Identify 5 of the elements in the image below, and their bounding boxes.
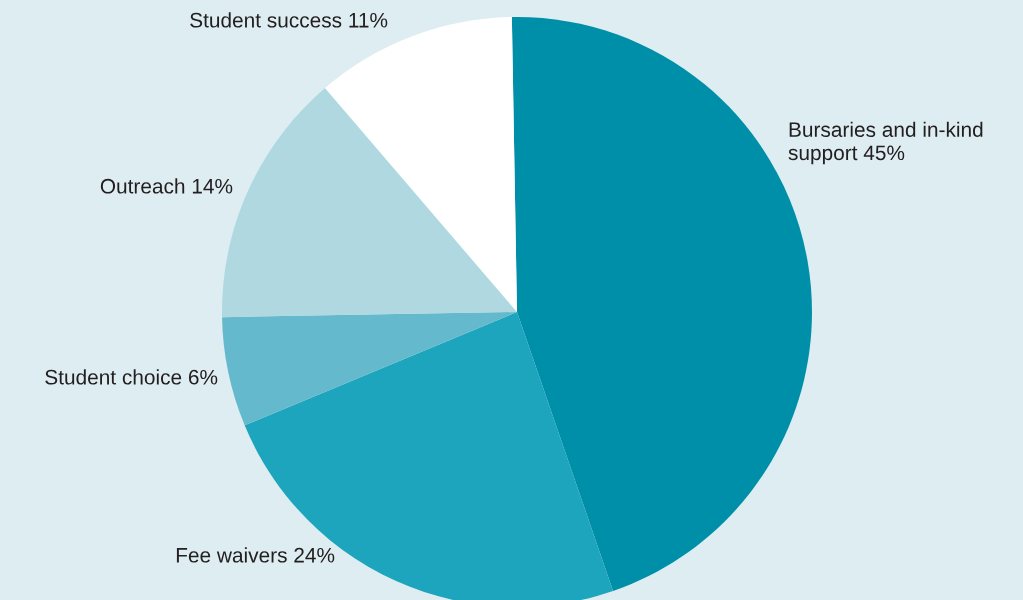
slice-label: Student success 11%: [190, 12, 388, 28]
slice-label: Outreach 14%: [100, 178, 233, 194]
slice-label: Bursaries and in-kind support 45%: [788, 121, 983, 165]
slice-label: Student choice 6%: [45, 369, 218, 385]
slice-label: Fee waivers 24%: [176, 547, 335, 563]
